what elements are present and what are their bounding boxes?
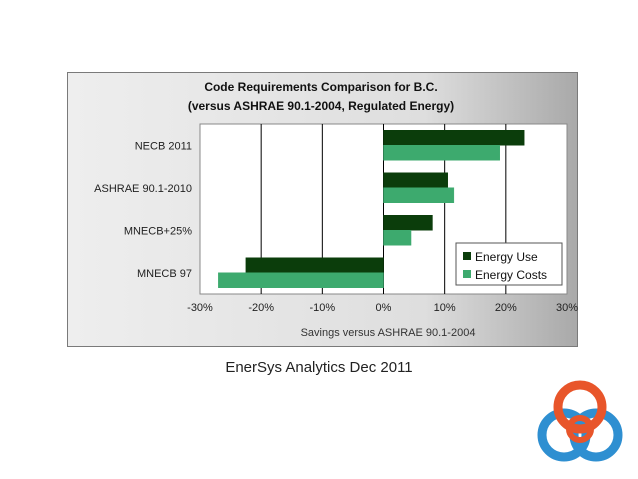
chart-subtitle: (versus ASHRAE 90.1-2004, Regulated Ener…	[188, 99, 454, 113]
x-tick-label: -10%	[309, 302, 335, 314]
legend: Energy Use Energy Costs	[455, 242, 563, 286]
x-tick-label: 20%	[495, 302, 517, 314]
bar-energy-costs	[218, 272, 384, 288]
legend-swatch	[463, 252, 471, 260]
logo-ring-orange-inner	[566, 415, 594, 443]
x-tick-label: 0%	[376, 302, 392, 314]
x-tick-label: -20%	[248, 302, 274, 314]
category-labels: NECB 2011 ASHRAE 90.1-2010 MNECB+25% MNECB …	[94, 140, 192, 280]
category-label: MNECB+25%	[124, 225, 192, 237]
bar-energy-costs	[383, 145, 500, 161]
category-label: MNECB 97	[137, 268, 192, 280]
x-tick-label: 10%	[434, 302, 456, 314]
bar-energy-use	[383, 172, 448, 188]
legend-label: Energy Use	[475, 250, 538, 264]
bar-energy-use	[383, 130, 525, 146]
bar-energy-use	[245, 257, 384, 273]
x-tick-label: -30%	[187, 302, 213, 314]
legend-box	[455, 242, 563, 286]
x-axis-label: Savings versus ASHRAE 90.1-2004	[301, 327, 476, 339]
logo-ring-orange-top	[553, 380, 607, 434]
category-label: ASHRAE 90.1-2010	[94, 183, 192, 195]
caption: EnerSys Analytics Dec 2011	[225, 359, 413, 376]
bar-chart: Code Requirements Comparison for B.C. (v…	[94, 80, 578, 339]
legend-label: Energy Costs	[475, 268, 547, 282]
bar-energy-use	[383, 215, 433, 231]
legend-swatch	[463, 270, 471, 278]
tick-labels: -30% -20% -10% 0% 10% 20% 30%	[187, 302, 578, 314]
category-label: NECB 2011	[135, 140, 192, 152]
bar-energy-costs	[383, 230, 412, 246]
company-logo	[537, 380, 623, 462]
chart-title: Code Requirements Comparison for B.C.	[204, 80, 437, 94]
chart-panel: Code Requirements Comparison for B.C. (v…	[67, 72, 578, 347]
bars	[218, 130, 525, 288]
bar-energy-costs	[383, 187, 455, 203]
x-tick-label: 30%	[556, 302, 578, 314]
